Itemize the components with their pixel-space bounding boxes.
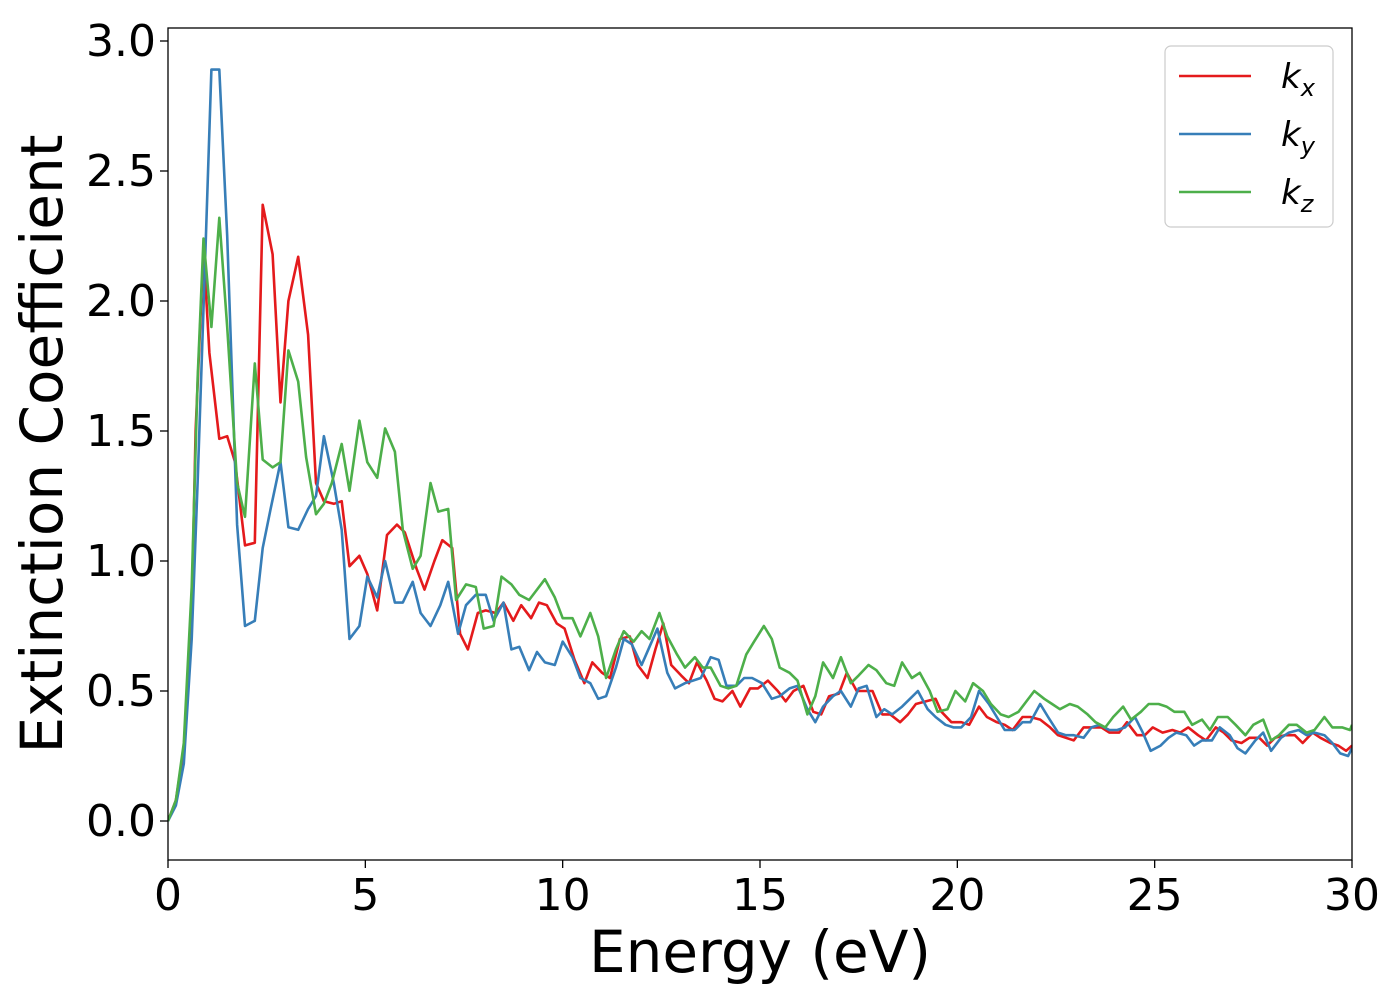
y-axis-title: Extinction Coefficient — [8, 135, 76, 754]
x-tick-label: 10 — [535, 870, 591, 921]
legend-label-y: ky — [1281, 115, 1316, 160]
x-tick-label: 5 — [351, 870, 379, 921]
x-tick-label: 0 — [154, 870, 182, 921]
y-tick-label: 0.5 — [86, 666, 156, 717]
x-axis-title: Energy (eV) — [589, 918, 931, 986]
plot-frame — [167, 27, 1353, 861]
y-tick-label: 1.5 — [86, 406, 156, 457]
x-tick-label: 25 — [1127, 870, 1183, 921]
legend-label-z: kz — [1281, 173, 1315, 218]
series-line-y — [168, 68, 1352, 822]
legend-box — [1164, 45, 1334, 228]
series-line-x — [168, 203, 1352, 822]
ticks: 0 5 10 15 20 25 30 0.0 0.5 1.0 1.5 2.0 2.5 3.0 — [86, 16, 1380, 921]
series-line-z — [168, 216, 1352, 822]
x-tick-label: 20 — [929, 870, 985, 921]
y-tick-label: 2.5 — [86, 146, 156, 197]
y-tick-label: 0.0 — [86, 796, 156, 847]
x-tick-label: 15 — [732, 870, 788, 921]
legend: kx ky kz — [1164, 45, 1334, 228]
y-tick-label: 1.0 — [86, 536, 156, 587]
x-tick-label: 30 — [1324, 870, 1380, 921]
y-tick-label: 3.0 — [86, 16, 156, 67]
y-tick-label: 2.0 — [86, 276, 156, 327]
legend-label-x: kx — [1281, 57, 1316, 102]
